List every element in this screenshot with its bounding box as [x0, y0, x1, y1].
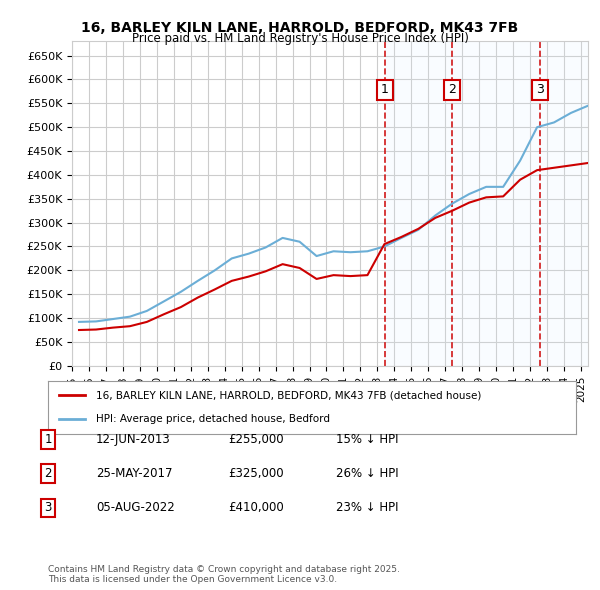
Text: 23% ↓ HPI: 23% ↓ HPI — [336, 502, 398, 514]
Text: 3: 3 — [536, 83, 544, 97]
Text: 2: 2 — [448, 83, 456, 97]
Text: 3: 3 — [44, 502, 52, 514]
Text: 2: 2 — [44, 467, 52, 480]
Bar — [540, 41, 588, 366]
Text: HPI: Average price, detached house, Bedford: HPI: Average price, detached house, Bedf… — [95, 414, 329, 424]
Text: 12-JUN-2013: 12-JUN-2013 — [96, 433, 171, 446]
Text: 16, BARLEY KILN LANE, HARROLD, BEDFORD, MK43 7FB (detached house): 16, BARLEY KILN LANE, HARROLD, BEDFORD, … — [95, 391, 481, 401]
Text: 26% ↓ HPI: 26% ↓ HPI — [336, 467, 398, 480]
Text: 1: 1 — [381, 83, 389, 97]
Text: 15% ↓ HPI: 15% ↓ HPI — [336, 433, 398, 446]
Text: 05-AUG-2022: 05-AUG-2022 — [96, 502, 175, 514]
Text: £255,000: £255,000 — [228, 433, 284, 446]
Text: Contains HM Land Registry data © Crown copyright and database right 2025.
This d: Contains HM Land Registry data © Crown c… — [48, 565, 400, 584]
Text: Price paid vs. HM Land Registry's House Price Index (HPI): Price paid vs. HM Land Registry's House … — [131, 32, 469, 45]
Text: £410,000: £410,000 — [228, 502, 284, 514]
Text: 25-MAY-2017: 25-MAY-2017 — [96, 467, 173, 480]
Bar — [385, 41, 452, 366]
Text: 1: 1 — [44, 433, 52, 446]
Text: 16, BARLEY KILN LANE, HARROLD, BEDFORD, MK43 7FB: 16, BARLEY KILN LANE, HARROLD, BEDFORD, … — [82, 21, 518, 35]
Bar — [452, 41, 540, 366]
Text: £325,000: £325,000 — [228, 467, 284, 480]
